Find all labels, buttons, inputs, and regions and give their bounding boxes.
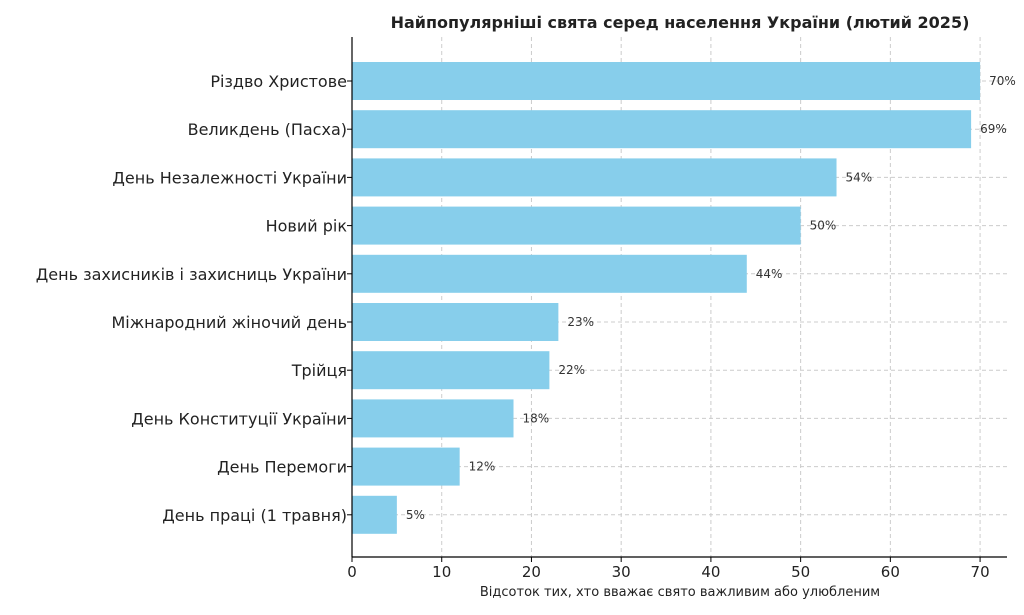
x-tick-label-4: 40: [701, 563, 720, 581]
category-label-8: День Перемоги: [217, 458, 347, 477]
value-label-6: 22%: [558, 363, 585, 377]
bar-0: [352, 62, 981, 100]
bar-1: [352, 110, 972, 149]
category-label-2: День Незалежності України: [112, 168, 347, 187]
category-label-5: Міжнародний жіночий день: [111, 313, 347, 332]
category-label-0: Різдво Христове: [210, 72, 347, 91]
category-label-4: День захисників і захисниць України: [36, 265, 347, 284]
bar-7: [352, 399, 514, 438]
x-tick-label-7: 70: [971, 563, 990, 581]
category-label-9: День праці (1 травня): [162, 506, 347, 525]
x-tick-label-3: 30: [612, 563, 631, 581]
bar-3: [352, 206, 801, 245]
value-label-3: 50%: [810, 219, 837, 233]
value-label-8: 12%: [469, 460, 496, 474]
chart-title: Найпопулярніші свята серед населення Укр…: [391, 13, 970, 32]
category-label-6: Трійця: [291, 361, 347, 380]
bar-9: [352, 495, 397, 534]
bar-8: [352, 447, 460, 486]
value-label-0: 70%: [989, 74, 1016, 88]
axes: Різдво Христове Великдень (Пасха) День Нез…: [36, 37, 1007, 581]
bar-4: [352, 254, 747, 293]
bar-2: [352, 158, 837, 197]
x-axis-title: Відсоток тих, хто вважає свято важливим …: [480, 585, 880, 600]
value-label-5: 23%: [567, 315, 594, 329]
bars: 70% 69% 54% 50% 44% 23% 22% 18% 12% 5%: [352, 62, 1016, 534]
x-tick-label-2: 20: [522, 563, 541, 581]
bar-6: [352, 351, 550, 390]
x-tick-label-6: 60: [881, 563, 900, 581]
x-tick-label-1: 10: [432, 563, 451, 581]
value-label-4: 44%: [756, 267, 783, 281]
category-label-7: День Конституції України: [131, 409, 347, 428]
bar-5: [352, 303, 559, 341]
category-label-3: Новий рік: [266, 217, 348, 236]
x-tick-label-5: 50: [791, 563, 810, 581]
value-label-1: 69%: [980, 122, 1007, 136]
value-label-7: 18%: [523, 411, 550, 425]
category-label-1: Великдень (Пасха): [188, 120, 347, 139]
x-tick-label-0: 0: [347, 563, 357, 581]
value-label-2: 54%: [846, 170, 873, 184]
value-label-9: 5%: [406, 508, 425, 522]
